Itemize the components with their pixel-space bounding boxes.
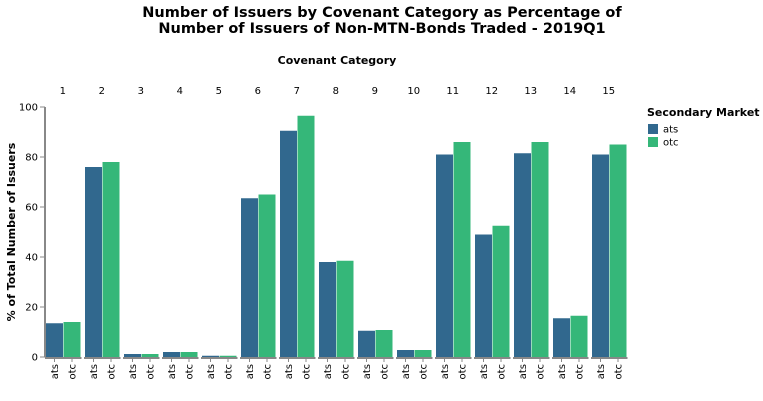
chart-title-line-1: Number of Issuers by Covenant Category a… bbox=[142, 5, 622, 21]
bar-otc-1 bbox=[63, 322, 81, 357]
x-tick-label: otc bbox=[575, 364, 586, 380]
x-tick-label: ats bbox=[323, 364, 334, 379]
y-tick-label: 0 bbox=[32, 353, 38, 364]
x-tick-label: ats bbox=[206, 364, 217, 379]
y-tick-label: 60 bbox=[25, 203, 38, 214]
x-tick-label: otc bbox=[302, 364, 313, 380]
x-tick-label: ats bbox=[50, 364, 61, 379]
bar-otc-5 bbox=[219, 355, 237, 357]
x-tick-label: ats bbox=[440, 364, 451, 379]
bar-otc-10 bbox=[414, 350, 432, 357]
bar-ats-3 bbox=[124, 354, 141, 357]
x-tick-label: otc bbox=[497, 364, 508, 380]
x-tick-label: otc bbox=[146, 364, 157, 380]
x-tick-label: ats bbox=[596, 364, 607, 379]
column-label: 6 bbox=[255, 86, 261, 97]
bar-ats-7 bbox=[280, 130, 297, 357]
x-tick-label: otc bbox=[341, 364, 352, 380]
facet-title: Covenant Category bbox=[278, 54, 397, 67]
x-tick-label: ats bbox=[401, 364, 412, 379]
x-tick-label: ats bbox=[284, 364, 295, 379]
bar-ats-12 bbox=[475, 234, 492, 357]
bar-ats-11 bbox=[436, 154, 453, 357]
x-tick-label: ats bbox=[167, 364, 178, 379]
bar-otc-7 bbox=[297, 115, 315, 357]
x-tick-label: otc bbox=[107, 364, 118, 380]
x-tick-label: otc bbox=[68, 364, 79, 380]
x-tick-label: otc bbox=[224, 364, 235, 380]
column-label: 8 bbox=[333, 86, 339, 97]
y-axis-title: % of Total Number of Issuers bbox=[5, 142, 18, 321]
bar-ats-13 bbox=[514, 153, 531, 357]
column-label: 10 bbox=[407, 86, 420, 97]
y-tick-label: 20 bbox=[25, 303, 38, 314]
y-tick-label: 40 bbox=[25, 253, 38, 264]
bar-ats-8 bbox=[319, 262, 336, 357]
legend-swatch-otc bbox=[648, 137, 658, 147]
column-label: 1 bbox=[60, 86, 66, 97]
bar-otc-12 bbox=[492, 225, 510, 357]
bar-ats-1 bbox=[46, 323, 63, 357]
bar-ats-10 bbox=[397, 350, 414, 357]
x-tick-label: otc bbox=[263, 364, 274, 380]
column-label: 12 bbox=[485, 86, 498, 97]
x-tick-label: ats bbox=[518, 364, 529, 379]
column-label: 4 bbox=[177, 86, 183, 97]
legend-swatch-ats bbox=[648, 124, 658, 134]
column-label: 3 bbox=[138, 86, 144, 97]
bar-otc-6 bbox=[258, 194, 276, 357]
bar-otc-11 bbox=[453, 142, 471, 357]
legend-title: Secondary Market bbox=[647, 106, 760, 119]
y-tick-label: 100 bbox=[19, 103, 38, 114]
bar-ats-6 bbox=[241, 198, 258, 357]
x-tick-label: ats bbox=[557, 364, 568, 379]
column-label: 9 bbox=[372, 86, 378, 97]
bar-otc-15 bbox=[609, 144, 627, 357]
bar-otc-4 bbox=[180, 352, 198, 357]
bar-otc-13 bbox=[531, 142, 549, 357]
column-label: 2 bbox=[99, 86, 105, 97]
column-label: 14 bbox=[563, 86, 576, 97]
bar-otc-3 bbox=[141, 354, 159, 357]
x-tick-label: otc bbox=[614, 364, 625, 380]
x-tick-label: otc bbox=[380, 364, 391, 380]
x-tick-label: otc bbox=[458, 364, 469, 380]
column-label: 7 bbox=[294, 86, 300, 97]
bar-ats-2 bbox=[85, 167, 102, 357]
bar-ats-9 bbox=[358, 330, 375, 357]
chart-title-line-2: Number of Issuers of Non-MTN-Bonds Trade… bbox=[158, 21, 605, 37]
legend: Secondary Market ats otc bbox=[647, 106, 760, 149]
bar-ats-4 bbox=[163, 352, 180, 357]
column-label: 15 bbox=[602, 86, 615, 97]
x-tick-label: otc bbox=[185, 364, 196, 380]
x-tick-label: otc bbox=[419, 364, 430, 380]
bar-otc-14 bbox=[570, 315, 588, 357]
bar-ats-15 bbox=[592, 154, 609, 357]
bar-ats-14 bbox=[553, 318, 570, 357]
x-tick-label: otc bbox=[536, 364, 547, 380]
x-tick-label: ats bbox=[245, 364, 256, 379]
bar-otc-9 bbox=[375, 330, 393, 357]
x-tick-label: ats bbox=[362, 364, 373, 379]
bar-ats-5 bbox=[202, 355, 219, 357]
column-label: 5 bbox=[216, 86, 222, 97]
legend-label-otc: otc bbox=[663, 138, 679, 149]
bar-otc-2 bbox=[102, 162, 120, 357]
bar-otc-8 bbox=[336, 260, 354, 357]
legend-label-ats: ats bbox=[663, 125, 678, 136]
column-label: 11 bbox=[446, 86, 459, 97]
column-label: 13 bbox=[524, 86, 537, 97]
y-tick-label: 80 bbox=[25, 153, 38, 164]
x-tick-label: ats bbox=[128, 364, 139, 379]
x-tick-label: ats bbox=[89, 364, 100, 379]
x-tick-label: ats bbox=[479, 364, 490, 379]
